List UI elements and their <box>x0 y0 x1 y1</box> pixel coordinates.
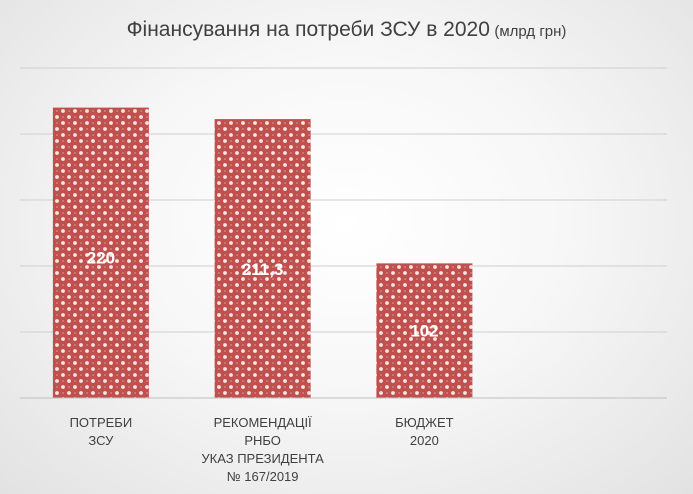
data-label-3: 102 <box>410 321 438 340</box>
data-label-2: 211,3 <box>242 260 284 279</box>
category-label-1: ПОТРЕБИ <box>70 415 133 430</box>
bar-3 <box>376 263 473 398</box>
category-label-2: РЕКОМЕНДАЦІЇ <box>214 415 312 430</box>
category-label-2: № 167/2019 <box>227 469 299 484</box>
data-labels: 220 211,3 102 <box>87 249 439 341</box>
data-label-1: 220 <box>87 249 115 268</box>
category-label-1: ЗСУ <box>88 433 114 448</box>
category-labels: ПОТРЕБИ ЗСУ РЕКОМЕНДАЦІЇ РНБО УКАЗ ПРЕЗИДЕНТ… <box>70 415 454 484</box>
bar-1 <box>52 107 149 398</box>
category-label-3: 2020 <box>410 433 439 448</box>
bar-2 <box>214 119 311 399</box>
category-label-2: УКАЗ ПРЕЗИДЕНТА <box>201 451 324 466</box>
bars <box>52 107 473 399</box>
chart-title: Фінансування на потреби ЗСУ в 2020 (млрд… <box>0 18 693 42</box>
chart-title-main: Фінансування на потреби ЗСУ в 2020 <box>126 18 490 41</box>
category-label-2: РНБО <box>244 433 281 448</box>
chart-title-unit: (млрд грн) <box>494 23 567 40</box>
category-label-3: БЮДЖЕТ <box>395 415 454 430</box>
